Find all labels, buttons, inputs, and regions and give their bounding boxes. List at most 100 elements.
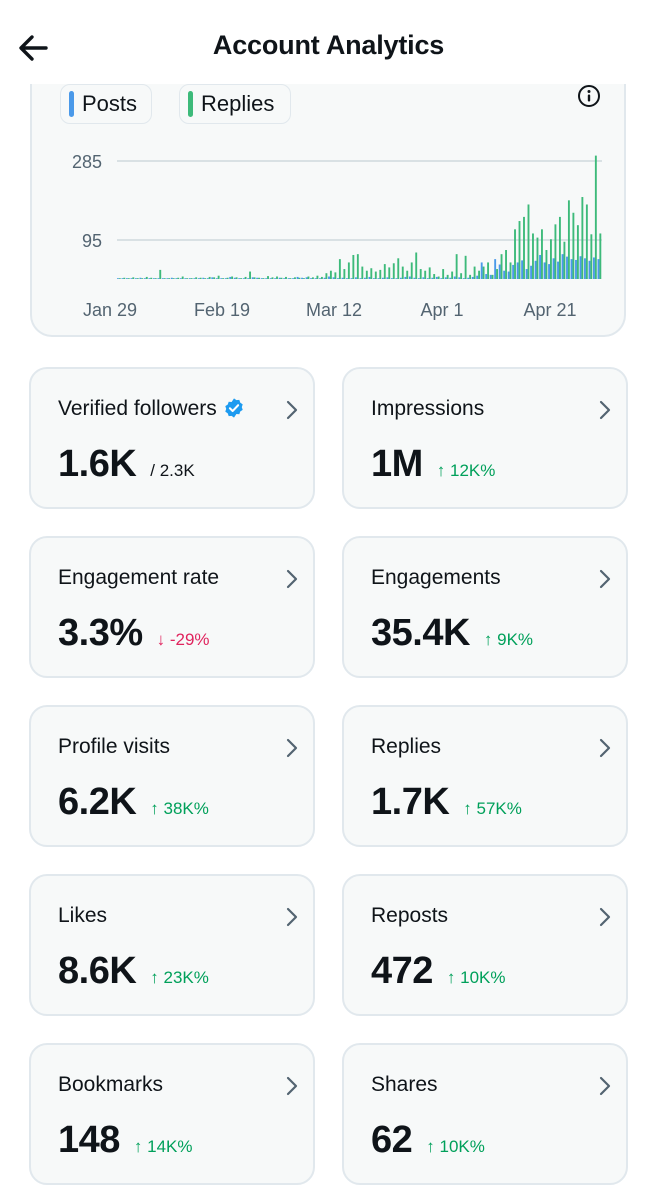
metric-change: ↑ 10K% [426,1137,485,1156]
posts-bar [260,278,263,279]
replies-bar [213,277,216,279]
replies-bar [226,277,229,279]
posts-bar [269,278,272,279]
x-tick-label: Mar 12 [306,300,362,320]
posts-bar [117,278,119,279]
replies-bar [388,267,391,279]
metric-card-bookmarks[interactable]: Bookmarks 148 ↑ 14K% [29,1043,315,1185]
replies-bar [509,262,512,279]
chevron-right-icon [286,1076,298,1096]
replies-bar [190,278,193,279]
posts-bar [426,278,429,279]
replies-bar [298,277,301,279]
replies-bar [563,241,566,279]
replies-bar [168,278,171,279]
metric-label: Replies [371,735,441,759]
posts-bar [346,278,348,279]
posts-bar [251,277,254,279]
metric-card-shares[interactable]: Shares 62 ↑ 10K% [342,1043,628,1185]
posts-bar [557,261,559,279]
replies-bar [572,212,575,279]
posts-bar [314,278,317,279]
replies-bar [401,266,404,279]
replies-bar [329,270,332,279]
chevron-right-icon [286,569,298,589]
replies-bar [541,229,543,279]
metric-card-reposts[interactable]: Reposts 472 ↑ 10K% [342,874,628,1016]
posts-bar [193,278,196,279]
info-icon[interactable] [576,83,602,109]
replies-bar [419,269,422,279]
metric-label-text: Verified followers [58,397,217,420]
posts-bar [310,278,312,279]
posts-bar [453,276,456,279]
posts-bar [399,277,402,279]
replies-bar [150,277,153,279]
posts-bar [274,278,277,279]
metric-card-replies[interactable]: Replies 1.7K ↑ 57K% [342,705,628,847]
posts-bar [435,276,438,279]
metric-card-profile-visits[interactable]: Profile visits 6.2K ↑ 38K% [29,705,315,847]
replies-bar [514,229,516,279]
replies-bar [352,254,355,279]
metric-card-verified-followers[interactable]: Verified followers 1.6K / 2.3K [29,367,315,509]
metric-card-likes[interactable]: Likes 8.6K ↑ 23K% [29,874,315,1016]
posts-bar [179,278,182,279]
replies-bar [410,262,413,279]
replies-bar [558,216,561,279]
replies-bar [527,204,530,279]
posts-bar [548,264,550,279]
replies-bar [320,276,323,279]
posts-bar [570,259,573,279]
metric-change: ↑ 10K% [446,968,506,987]
replies-bar [365,270,368,279]
replies-bar [473,266,476,279]
legend-replies[interactable]: Replies [179,84,291,124]
replies-bar [303,278,305,279]
metric-value: 1M [371,443,423,485]
posts-bar [390,278,393,279]
metric-value: 3.3% [58,612,143,654]
replies-bar [195,277,198,279]
posts-bar [350,278,353,279]
metric-card-engagement-rate[interactable]: Engagement rate 3.3% ↓ -29% [29,536,315,678]
posts-bar [561,254,564,279]
posts-bar [184,278,187,279]
posts-bar [301,277,304,279]
replies-bar [496,269,498,279]
legend-replies-label: Replies [201,91,275,116]
posts-bar [215,278,218,279]
posts-bar [417,278,420,279]
posts-bar [188,278,191,279]
posts-bar [516,262,519,279]
posts-bar [202,277,205,279]
replies-bar [428,267,431,279]
metric-card-impressions[interactable]: Impressions 1M ↑ 12K% [342,367,628,509]
posts-bar [462,278,465,279]
metric-card-engagements[interactable]: Engagements 35.4K ↑ 9K% [342,536,628,678]
metric-row: 1M ↑ 12K% [371,443,495,486]
posts-bar [480,262,483,279]
replies-bar [181,276,184,279]
metric-change: ↓ -29% [156,630,210,649]
posts-bar [584,258,586,279]
replies-bar [280,277,283,279]
replies-bar [585,204,588,279]
replies-bar [136,278,139,279]
replies-bar [554,224,557,279]
replies-bar [383,264,386,279]
replies-bar [199,277,202,279]
posts-bar [543,262,546,279]
posts-bar [355,277,357,279]
chevron-right-icon [599,1076,611,1096]
metric-change: / 2.3K [150,461,195,480]
posts-bar [283,278,286,279]
back-arrow-icon[interactable] [14,28,54,68]
posts-bar [170,277,173,279]
posts-bar [377,278,380,279]
x-tick-label: Feb 19 [194,300,250,320]
posts-bar [359,278,362,279]
legend-posts[interactable]: Posts [60,84,152,124]
posts-bar [139,277,142,279]
metric-value: 472 [371,950,433,992]
